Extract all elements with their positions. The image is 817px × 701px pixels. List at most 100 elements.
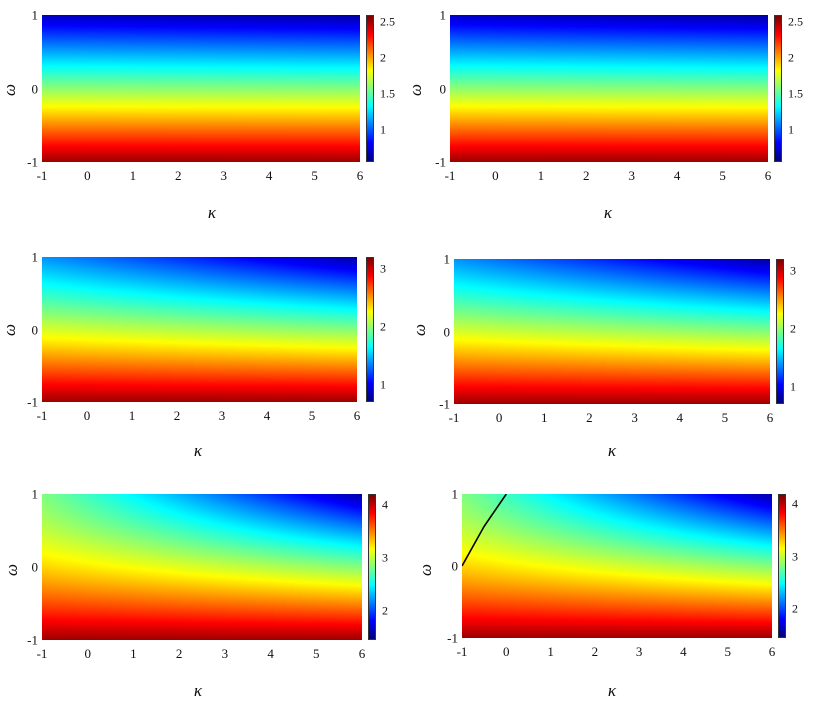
colorbar [366,15,374,162]
heatmap-area [42,494,362,640]
x-tick-label: 6 [358,646,366,661]
boundary-curve [462,494,507,567]
heatmap-canvas [450,15,768,162]
heatmap-canvas [42,15,360,162]
colorbar-gradient [367,258,373,401]
y-axis-label: ω [416,563,435,577]
y-axis-label: ω [410,323,429,337]
x-tick-label: 2 [591,644,599,659]
x-tick-label: 5 [311,168,318,183]
x-tick-label: 0 [84,168,91,183]
x-tick-label: -1 [36,168,48,183]
x-axis-label: κ [603,203,613,222]
colorbar-tick-label: 2 [790,321,796,336]
y-tick-label: -1 [439,396,450,412]
heatmap-canvas [42,257,357,402]
x-tick-label: 4 [676,410,683,425]
x-tick-label: 5 [313,646,320,661]
x-tick-label: 3 [628,168,635,183]
x-tick-label: 4 [263,408,271,423]
y-tick-label: 0 [31,81,39,96]
y-tick-label: -1 [27,154,38,170]
x-tick-label: 2 [175,646,183,661]
y-axis-label: ω [2,563,21,577]
colorbar-tick-label: 2 [788,50,794,65]
x-tick-label: 4 [673,168,681,183]
x-tick-label: 1 [128,408,136,423]
x-tick-label: 0 [503,644,510,659]
x-tick-label: 5 [719,168,726,183]
y-tick-label: 1 [439,7,447,23]
y-tick-label: -1 [27,632,38,648]
colorbar-gradient [777,260,783,403]
y-tick-label: 0 [439,81,447,96]
x-tick-label: -1 [36,646,48,661]
x-tick-label: 2 [175,168,182,183]
y-tick-label: 1 [31,249,39,265]
y-tick-label: -1 [447,630,458,646]
x-axis-label: κ [607,681,617,700]
colorbar-tick-label: 1.5 [788,86,803,101]
y-tick-label: 1 [451,486,459,502]
colorbar-tick-label: 3 [790,263,796,278]
x-tick-label: 2 [586,410,593,425]
y-tick-label: 1 [443,251,451,267]
colorbar-tick-label: 1 [380,122,386,137]
heatmap-area [42,257,357,402]
y-tick-label: 1 [31,7,39,23]
x-tick-label: 5 [721,410,729,425]
heatmap-area [454,259,770,404]
colorbar-tick-label: 2 [382,603,388,618]
colorbar-tick-label: 3 [382,550,388,565]
heatmap-area [42,15,360,162]
x-axis-label: κ [193,681,203,700]
colorbar [778,494,786,638]
colorbar-tick-label: 1 [790,379,796,394]
x-tick-label: 3 [218,408,226,423]
colorbar [368,494,376,640]
x-tick-label: 5 [724,644,731,659]
colorbar-tick-label: 2 [380,50,386,65]
x-tick-label: 3 [221,646,229,661]
colorbar-gradient [369,495,375,639]
x-tick-label: 6 [768,644,776,659]
x-tick-label: 1 [129,168,137,183]
heatmap-canvas [42,494,362,640]
x-tick-label: 3 [631,410,638,425]
heatmap-area [462,494,772,638]
colorbar-tick-label: 3 [792,549,798,564]
x-tick-label: 3 [635,644,643,659]
y-tick-label: 0 [451,558,459,574]
x-tick-label: 1 [537,168,545,183]
x-tick-label: 4 [680,644,687,659]
x-tick-label: 1 [541,410,548,425]
y-axis-label: ω [406,83,425,97]
colorbar [366,257,374,402]
x-tick-label: 1 [547,644,554,659]
x-tick-label: 0 [83,408,91,423]
x-tick-label: 0 [492,168,499,183]
colorbar-gradient [775,16,781,161]
x-tick-label: 3 [220,168,227,183]
colorbar-tick-label: 1 [380,377,386,392]
heatmap-area [450,15,768,162]
x-tick-label: -1 [456,644,468,659]
x-tick-label: 6 [764,168,772,183]
x-tick-label: 2 [173,408,181,423]
colorbar-gradient [779,495,785,637]
x-tick-label: -1 [36,408,48,423]
y-axis-label: ω [0,323,19,337]
x-tick-label: 5 [308,408,316,423]
curve-overlay [462,494,507,567]
heatmap-canvas [454,259,770,404]
x-tick-label: 0 [84,646,91,661]
colorbar-gradient [367,16,373,161]
colorbar-tick-label: 3 [380,261,386,276]
x-tick-label: 0 [495,410,503,425]
x-tick-label: 6 [766,410,774,425]
x-axis-label: κ [193,441,203,460]
y-tick-label: 0 [31,559,39,575]
y-tick-label: 0 [31,322,39,337]
x-axis-label: κ [607,441,617,460]
colorbar-tick-label: 2.5 [380,14,395,29]
